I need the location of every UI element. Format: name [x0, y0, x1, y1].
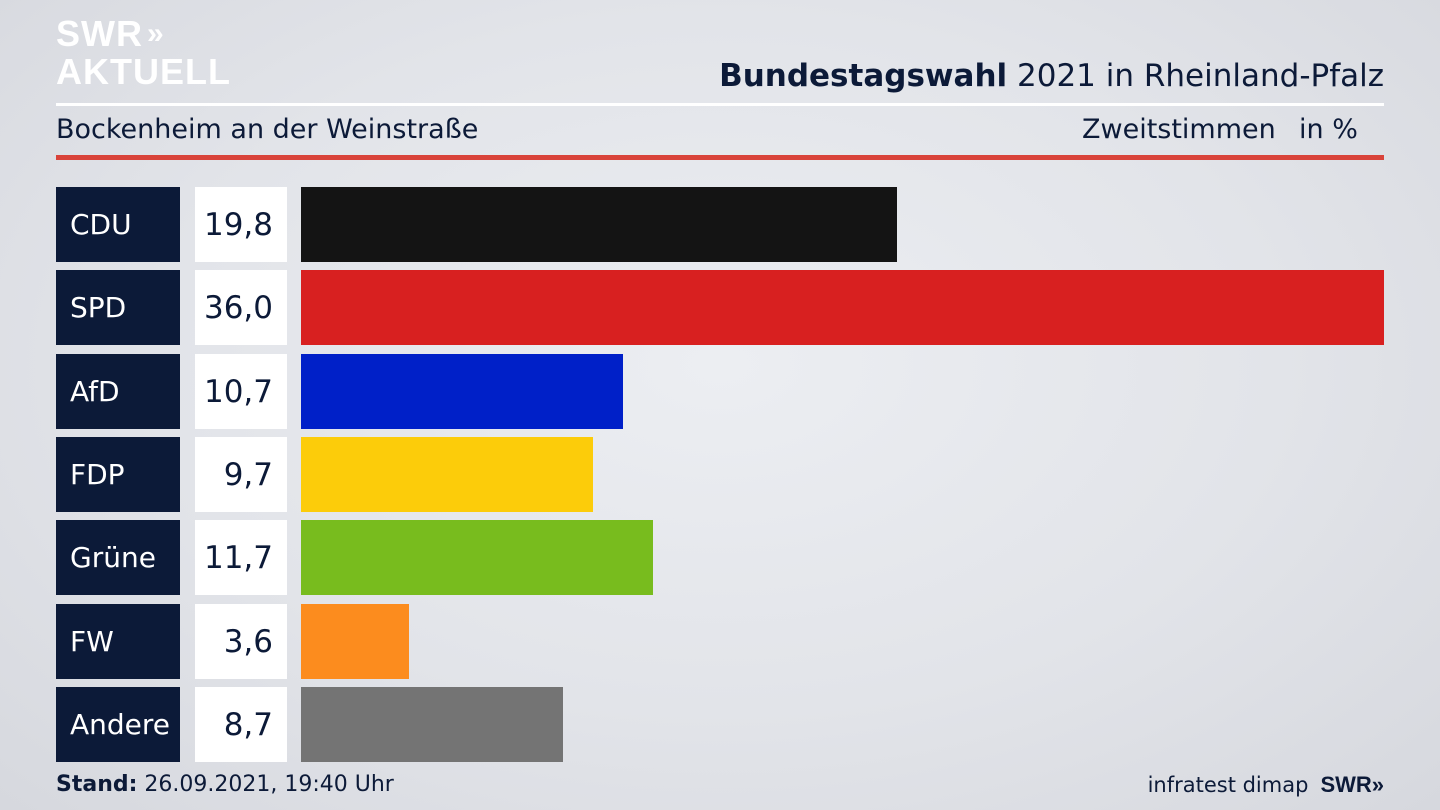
value-label: 11,7 — [195, 520, 287, 595]
party-label: Andere — [56, 687, 180, 762]
bar — [301, 520, 653, 595]
party-label: FW — [56, 604, 180, 679]
party-label: CDU — [56, 187, 180, 262]
bar — [301, 354, 623, 429]
bar-row: FW 3,6 — [56, 604, 1384, 679]
value-label: 36,0 — [195, 270, 287, 345]
value-label: 3,6 — [195, 604, 287, 679]
logo-arrows-icon: » — [147, 17, 163, 50]
party-label: FDP — [56, 437, 180, 512]
logo-text-aktuell: AKTUELL — [56, 51, 231, 92]
swr-aktuell-logo: SWR » AKTUELL — [56, 16, 231, 90]
value-label: 8,7 — [195, 687, 287, 762]
bar-row: Andere 8,7 — [56, 687, 1384, 762]
bar-row: AfD 10,7 — [56, 354, 1384, 429]
swr-brand-logo: SWR» — [1320, 772, 1384, 797]
party-label: AfD — [56, 354, 180, 429]
value-label: 10,7 — [195, 354, 287, 429]
bar-row: FDP 9,7 — [56, 437, 1384, 512]
bar — [301, 437, 593, 512]
value-label: 19,8 — [195, 187, 287, 262]
header-accent-rule — [56, 155, 1384, 160]
chart-subtitle: Bockenheim an der Weinstraße — [56, 114, 479, 145]
bar — [301, 187, 897, 262]
logo-text-swr: SWR — [56, 13, 143, 54]
value-label: 9,7 — [195, 437, 287, 512]
chart-title: Bundestagswahl 2021 in Rheinland-Pfalz — [719, 58, 1384, 94]
measure-label: Zweitstimmen — [1082, 114, 1276, 145]
stand-value: 26.09.2021, 19:40 Uhr — [137, 772, 394, 797]
timestamp: Stand: 26.09.2021, 19:40 Uhr — [56, 772, 394, 797]
bar — [301, 270, 1384, 345]
party-label: SPD — [56, 270, 180, 345]
bar — [301, 687, 563, 762]
bar-row: CDU 19,8 — [56, 187, 1384, 262]
source-label: infratest dimap — [1147, 773, 1309, 797]
bar-row: Grüne 11,7 — [56, 520, 1384, 595]
header-divider — [56, 103, 1384, 106]
chart-title-rest: 2021 in Rheinland-Pfalz — [1007, 58, 1384, 94]
bar-row: SPD 36,0 — [56, 270, 1384, 345]
chart-title-bold: Bundestagswahl — [719, 58, 1008, 94]
party-label: Grüne — [56, 520, 180, 595]
unit-label: in % — [1299, 114, 1358, 145]
stand-label: Stand: — [56, 772, 138, 797]
source-credit: infratest dimap SWR» — [1148, 772, 1384, 798]
bar — [301, 604, 409, 679]
